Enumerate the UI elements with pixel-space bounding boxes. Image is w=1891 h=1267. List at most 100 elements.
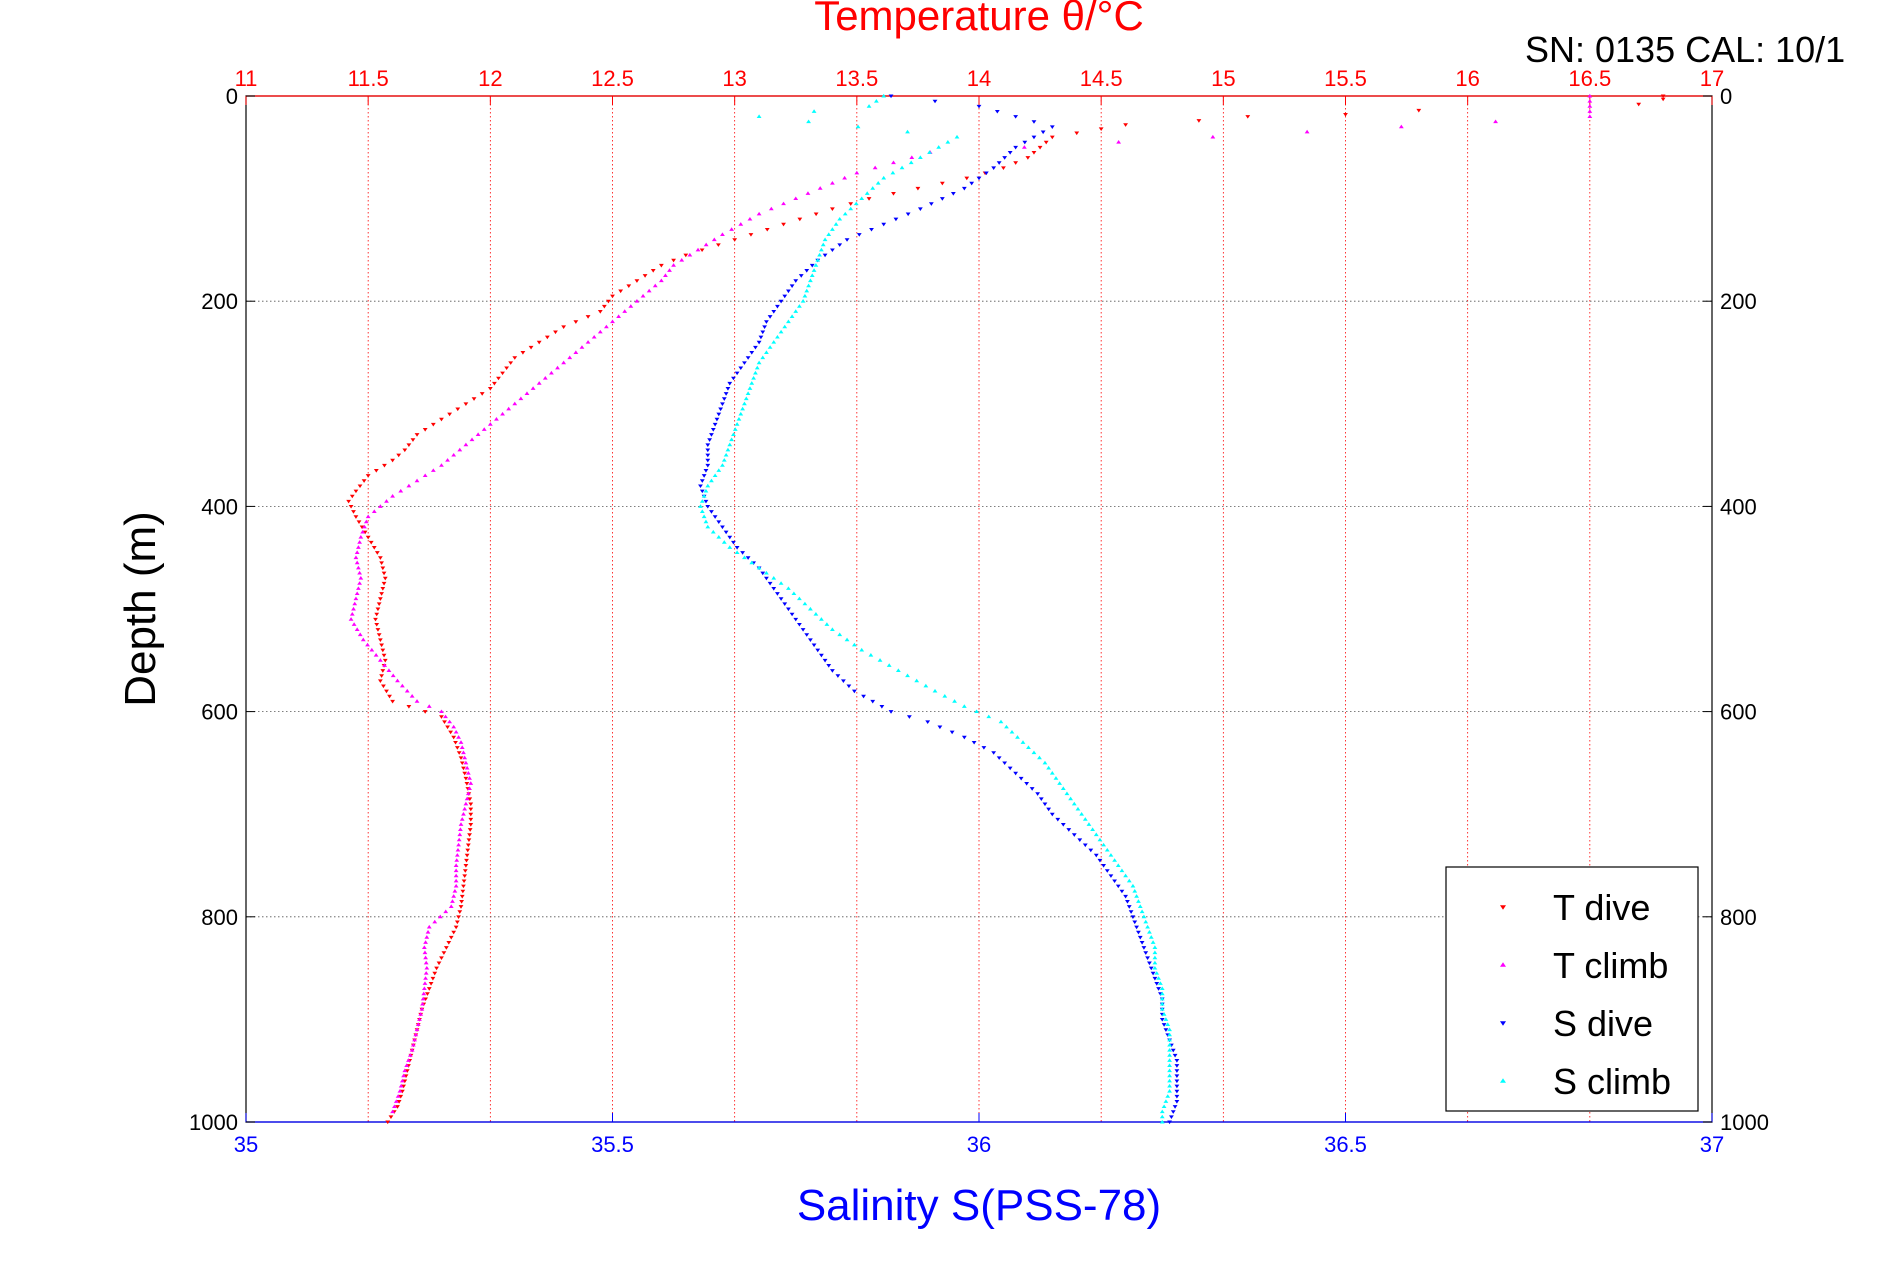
data-point: [1154, 971, 1160, 975]
legend-label: T dive: [1553, 887, 1650, 928]
legend-label: S dive: [1553, 1003, 1653, 1044]
data-point: [667, 268, 672, 272]
data-point: [459, 761, 465, 766]
data-point: [1123, 123, 1128, 127]
serial-cal-label: SN: 0135 CAL: 10/1: [1525, 29, 1845, 70]
data-point: [1174, 1079, 1180, 1084]
data-point: [705, 458, 711, 463]
data-point: [445, 725, 450, 730]
data-point: [671, 263, 676, 267]
data-point: [398, 488, 404, 493]
data-point: [606, 299, 611, 304]
data-point: [771, 576, 777, 580]
data-point: [464, 781, 470, 786]
data-point: [439, 956, 444, 960]
data-point: [1126, 878, 1132, 883]
data-point: [786, 289, 791, 294]
data-point: [742, 361, 747, 365]
data-point: [459, 899, 465, 904]
data-point: [353, 555, 359, 560]
data-point: [760, 355, 766, 360]
data-point: [720, 232, 725, 236]
data-point: [404, 1069, 410, 1073]
data-point: [520, 351, 526, 355]
data-point: [410, 438, 416, 442]
grid-layer: [246, 96, 1712, 1122]
data-point: [500, 371, 505, 376]
data-point: [830, 227, 835, 231]
data-point: [817, 252, 822, 257]
data-point: [404, 688, 410, 693]
data-point: [454, 920, 460, 925]
depth-tick-label-left: 200: [201, 289, 238, 314]
data-point: [809, 263, 815, 268]
data-point: [1075, 806, 1081, 811]
top-axis-title: Temperature θ/°C: [814, 0, 1144, 39]
data-point: [1152, 960, 1158, 965]
data-point: [846, 684, 852, 689]
data-point: [492, 381, 497, 386]
data-point: [395, 1105, 400, 1109]
data-point: [976, 176, 982, 181]
data-point: [380, 566, 386, 571]
data-point: [421, 986, 427, 991]
data-point: [357, 540, 363, 544]
data-point: [798, 274, 804, 278]
data-point: [727, 381, 733, 386]
data-point: [760, 571, 766, 576]
data-point: [705, 463, 711, 468]
data-point: [853, 201, 859, 206]
data-point: [1167, 1089, 1172, 1093]
data-point: [380, 587, 386, 591]
data-point: [720, 402, 725, 406]
data-point: [353, 596, 359, 601]
data-point: [1167, 1073, 1172, 1078]
data-point: [687, 252, 693, 257]
data-point: [915, 186, 921, 191]
data-point: [789, 284, 795, 288]
data-point: [421, 991, 427, 996]
data-point: [453, 878, 459, 883]
data-point: [374, 551, 380, 555]
data-point: [462, 806, 468, 811]
data-point: [439, 709, 444, 714]
data-point: [1167, 1068, 1172, 1073]
data-point: [859, 647, 865, 652]
data-point: [1493, 119, 1498, 124]
data-point: [451, 930, 457, 935]
data-point: [1064, 791, 1070, 796]
data-point: [793, 196, 799, 201]
data-point: [459, 894, 465, 899]
data-point: [705, 483, 711, 488]
data-point: [1097, 858, 1103, 863]
data-point: [390, 699, 395, 704]
data-point: [806, 283, 811, 288]
data-point: [412, 1037, 417, 1042]
depth-tick-label-left: 1000: [189, 1110, 238, 1135]
legend-marker: [1500, 962, 1506, 967]
data-point: [353, 515, 359, 519]
data-point: [439, 463, 444, 467]
data-point: [1587, 104, 1593, 108]
data-point: [835, 674, 841, 678]
data-point: [379, 674, 385, 678]
data-point: [1002, 156, 1008, 160]
data-point: [458, 905, 464, 909]
data-point: [1167, 1032, 1172, 1037]
data-point: [891, 160, 896, 165]
data-point: [699, 489, 705, 494]
data-point: [1037, 145, 1043, 150]
data-point: [1167, 1083, 1172, 1088]
data-point: [377, 504, 383, 508]
data-point: [1031, 120, 1037, 124]
data-point: [422, 710, 428, 714]
data-point: [771, 310, 777, 314]
data-point: [1170, 1110, 1176, 1114]
data-point: [753, 345, 758, 350]
data-point: [804, 268, 810, 273]
data-point: [357, 632, 363, 637]
data-point: [1104, 869, 1110, 873]
data-point: [452, 888, 458, 893]
data-point: [864, 191, 870, 195]
data-point: [764, 576, 769, 581]
